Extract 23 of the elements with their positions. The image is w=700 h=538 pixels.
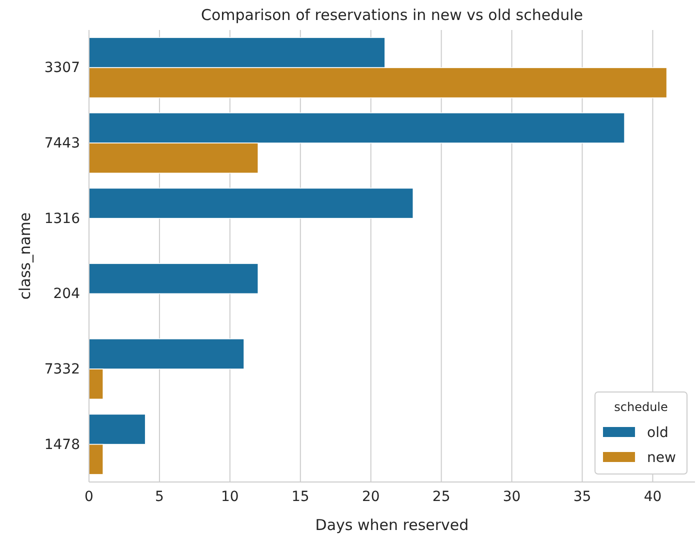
x-tick-label: 0 bbox=[84, 488, 94, 505]
y-tick-label: 204 bbox=[53, 286, 80, 302]
bar bbox=[88, 263, 259, 294]
legend-label: old bbox=[647, 425, 668, 441]
bar bbox=[88, 188, 414, 219]
y-tick-label: 7443 bbox=[44, 135, 80, 152]
x-tick-label: 20 bbox=[362, 488, 380, 505]
y-tick-label: 7332 bbox=[44, 361, 80, 378]
x-tick-label: 5 bbox=[155, 488, 164, 505]
x-tick-label: 10 bbox=[221, 488, 239, 505]
y-axis-title: class_name bbox=[16, 212, 34, 300]
x-tick-label: 25 bbox=[432, 488, 450, 505]
x-tick-label: 40 bbox=[644, 488, 662, 505]
y-tick-label: 3307 bbox=[44, 60, 80, 76]
y-tick-label: 1316 bbox=[44, 210, 80, 227]
legend-title: schedule bbox=[614, 400, 668, 414]
y-tick-label: 1478 bbox=[44, 436, 80, 453]
legend-label: new bbox=[647, 450, 676, 466]
x-tick-label: 30 bbox=[502, 488, 521, 505]
x-tick-label: 15 bbox=[291, 488, 310, 505]
x-axis-title: Days when reserved bbox=[315, 516, 469, 534]
x-tick-label: 35 bbox=[573, 488, 592, 505]
chart-title: Comparison of reservations in new vs old schedule bbox=[201, 6, 583, 24]
